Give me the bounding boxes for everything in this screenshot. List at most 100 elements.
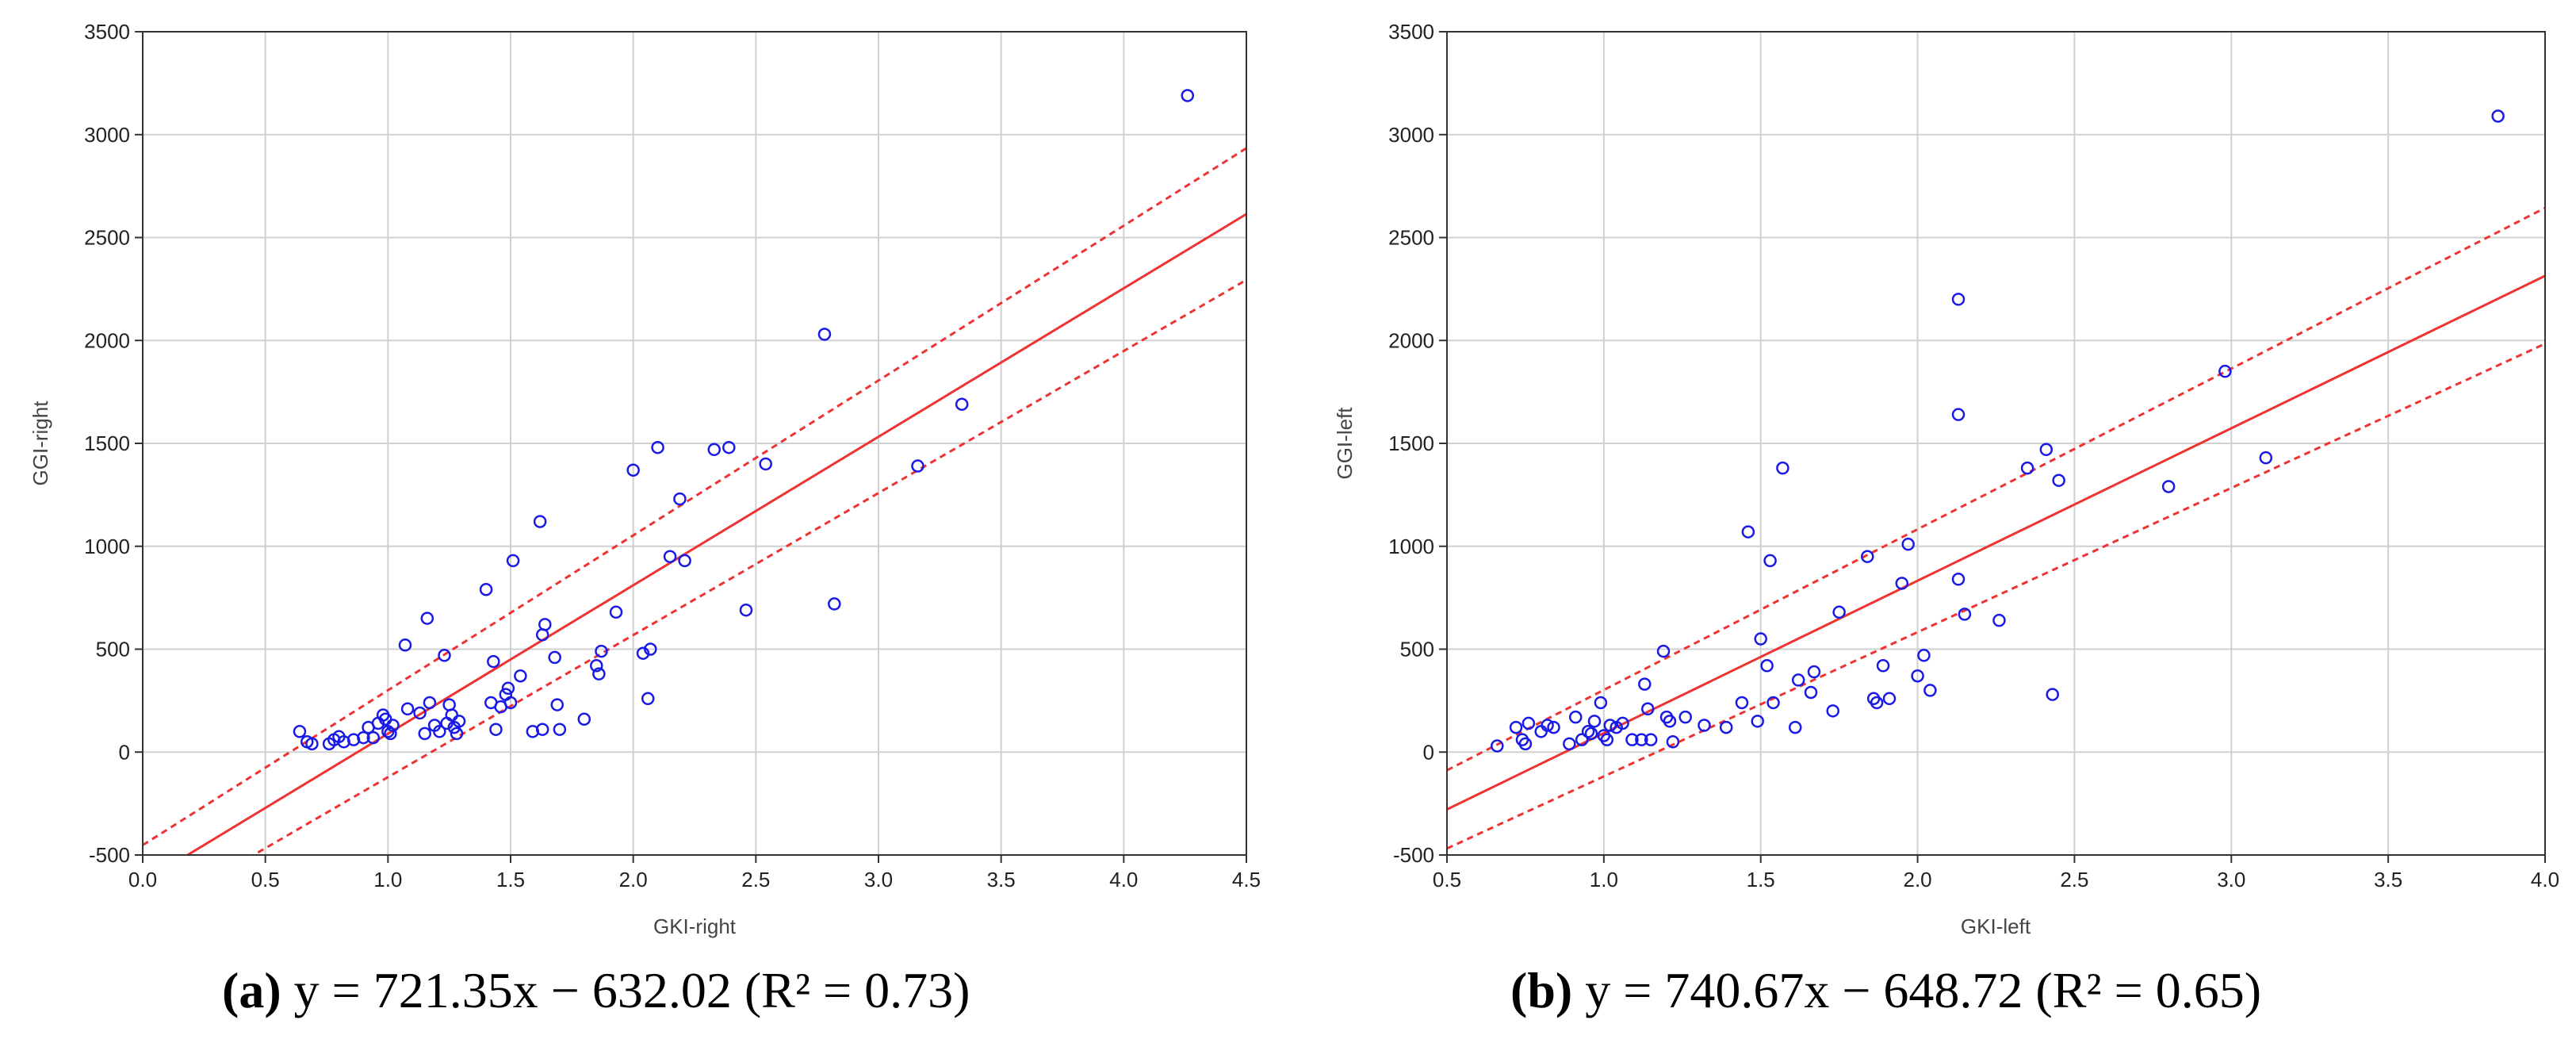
data-point (1625, 733, 1639, 746)
caption-b: (b) y = 740.67x − 648.72 (R² = 0.65) (1510, 962, 2261, 1018)
y-axis-label: GGI-right (29, 401, 52, 486)
y-tick-label: 2000 (84, 328, 130, 352)
data-point (501, 681, 515, 696)
y-tick-label: 1000 (1388, 535, 1434, 558)
data-point (1563, 737, 1576, 751)
data-point (1521, 716, 1536, 730)
data-point (1791, 673, 1805, 687)
caption-a-equation: y = 721.35x − 632.02 (R² = 0.73) (281, 962, 970, 1018)
y-tick-label: 2000 (1388, 328, 1434, 352)
data-point (1575, 733, 1589, 746)
data-point (1616, 716, 1629, 730)
data-point (1735, 696, 1749, 710)
x-tick-label: 1.5 (496, 868, 525, 891)
data-point (673, 492, 687, 506)
x-tick-label: 3.5 (2374, 868, 2402, 891)
data-point (445, 708, 459, 722)
y-tick-label: -500 (1393, 843, 1434, 867)
data-point (1923, 684, 1937, 697)
data-point (1518, 737, 1533, 751)
data-point (663, 550, 677, 563)
data-point (1698, 719, 1711, 732)
data-point (1958, 608, 1972, 621)
data-point (1666, 735, 1680, 749)
data-point (626, 463, 640, 477)
data-point (548, 650, 561, 665)
data-point (1807, 665, 1821, 679)
y-tick-label: 3500 (1388, 20, 1434, 44)
data-point (1754, 632, 1767, 646)
data-point (678, 554, 691, 568)
data-point (293, 725, 307, 738)
data-point (1951, 293, 1965, 306)
scatter-panel-a: 0.0 0.5 1.0 1.5 2.0 2.5 3.0 3.5 4.0 4.5 -500 0 500 10… (29, 20, 1261, 938)
data-point (489, 723, 503, 736)
data-point (2218, 364, 2232, 378)
data-point (577, 712, 591, 726)
x-tick-label: 2.0 (619, 868, 648, 891)
data-point (1644, 733, 1658, 746)
data-point (1641, 702, 1655, 716)
data-point (1751, 715, 1765, 728)
y-tick-label: 0 (119, 740, 130, 764)
data-point (438, 649, 451, 662)
data-point (514, 669, 527, 683)
x-tick-label: 1.0 (373, 868, 402, 891)
data-point (1584, 727, 1598, 741)
y-tick-label: 2500 (84, 226, 130, 250)
data-point (1635, 733, 1648, 746)
data-point (2020, 461, 2034, 475)
data-point (636, 646, 650, 660)
data-point (1917, 649, 1931, 662)
data-point (452, 715, 466, 728)
data-point (357, 730, 370, 745)
data-point (398, 638, 412, 652)
data-point (590, 659, 603, 673)
data-point (2046, 688, 2059, 701)
data-point (1826, 704, 1839, 718)
data-point (644, 642, 657, 656)
data-point (1663, 715, 1677, 728)
data-point (535, 723, 549, 736)
data-point (450, 727, 464, 741)
data-point (1719, 720, 1733, 734)
x-tick-label: 4.0 (1109, 868, 1138, 891)
scatter-panel-b: 0.5 1.0 1.5 2.0 2.5 3.0 3.5 4.0 -500 0 500 1000 1500… (1333, 20, 2559, 938)
data-point (1861, 550, 1874, 563)
data-point (828, 597, 841, 611)
fit-group (143, 147, 1246, 855)
data-point (1911, 669, 1924, 683)
caption-a: (a) y = 721.35x − 632.02 (R² = 0.73) (222, 962, 970, 1018)
data-point (641, 692, 655, 706)
x-tick-label: 2.5 (741, 868, 770, 891)
data-point (1788, 720, 1802, 734)
x-tick-label: 4.5 (1232, 868, 1261, 891)
x-axis-label: GKI-left (1961, 914, 2031, 938)
data-point (1741, 525, 1755, 539)
y-tick-label: 3000 (1388, 123, 1434, 147)
y-tick-label: 1500 (1388, 431, 1434, 455)
data-point (592, 667, 606, 681)
x-tick-label: 4.0 (2531, 868, 2559, 891)
x-tick-label: 1.5 (1747, 868, 1775, 891)
data-point (366, 730, 381, 745)
data-point (538, 618, 552, 631)
data-point (1992, 613, 2006, 627)
data-point (503, 696, 518, 710)
data-point (722, 440, 736, 454)
y-tick-label: 3500 (84, 20, 130, 44)
data-point (442, 698, 456, 711)
data-point (413, 706, 427, 720)
data-point (535, 628, 549, 642)
data-point (305, 737, 319, 751)
y-axis-label: GGI-left (1333, 407, 1357, 480)
data-point (1832, 605, 1846, 619)
data-point (400, 702, 415, 716)
data-point (1509, 720, 1523, 734)
data-point (817, 328, 832, 341)
data-point (386, 719, 400, 732)
confidence-lower-line (1447, 343, 2545, 850)
data-point (1882, 692, 1897, 706)
data-point (1547, 720, 1560, 734)
y-tick-label: 0 (1423, 740, 1434, 764)
